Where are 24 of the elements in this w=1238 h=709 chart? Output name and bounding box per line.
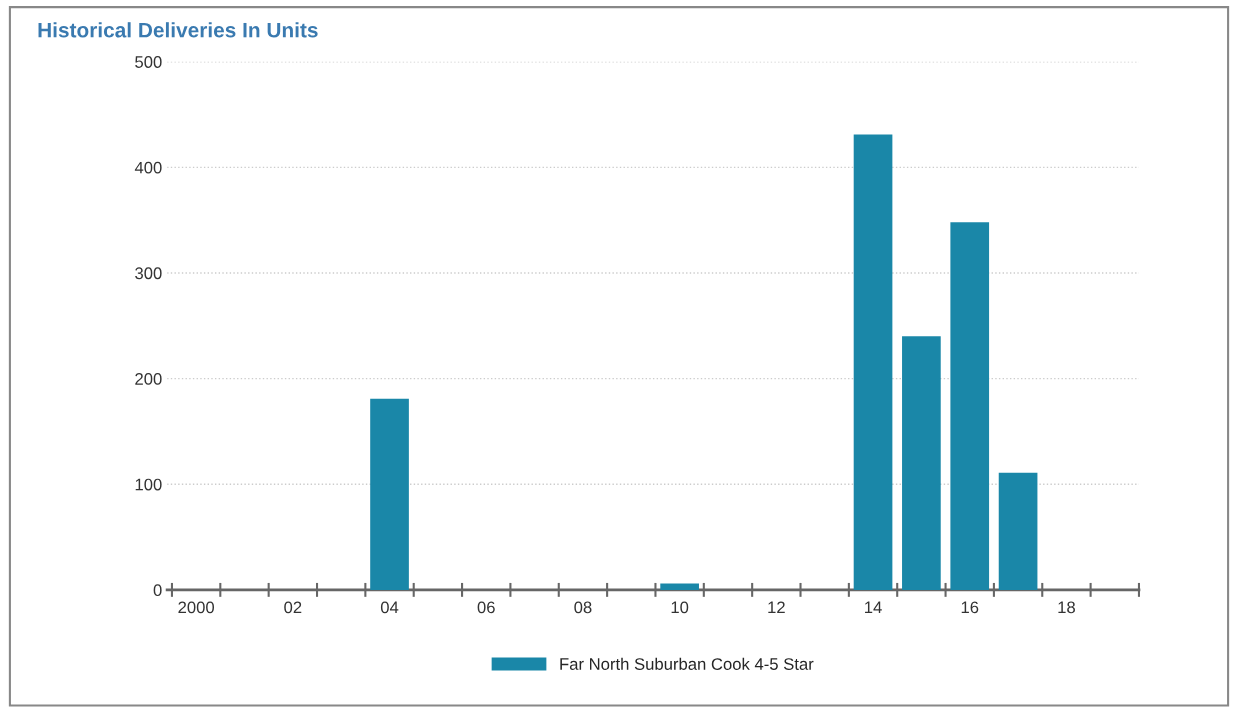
y-tick-label: 200: [135, 373, 162, 385]
x-tick-label: 02: [284, 601, 302, 614]
y-tick-label: 400: [134, 161, 162, 174]
x-tick-label: 14: [865, 601, 882, 614]
y-tick-label: 300: [135, 267, 162, 280]
y-tick-label: 0: [153, 584, 162, 597]
x-tick-label: 06: [477, 601, 495, 614]
legend-label: Far North Suburban Cook 4-5 Star: [560, 657, 814, 670]
x-tick-label: 12: [768, 601, 785, 614]
bar: [998, 472, 1038, 590]
x-tick-label: 04: [380, 601, 399, 614]
x-tick-label: 10: [671, 601, 689, 614]
bar: [370, 398, 409, 590]
x-tick-label: 08: [574, 601, 592, 614]
chart-title: Historical Deliveries In Units: [38, 22, 318, 38]
x-tick-label: 18: [1058, 601, 1075, 614]
x-tick-label: 2000: [178, 601, 215, 614]
x-tick-label: 16: [961, 601, 979, 614]
y-tick-label: 100: [135, 478, 162, 491]
y-tick-label: 500: [135, 56, 162, 68]
bar: [902, 336, 941, 590]
bar: [660, 583, 699, 590]
bar: [853, 134, 893, 590]
bar: [950, 222, 990, 590]
